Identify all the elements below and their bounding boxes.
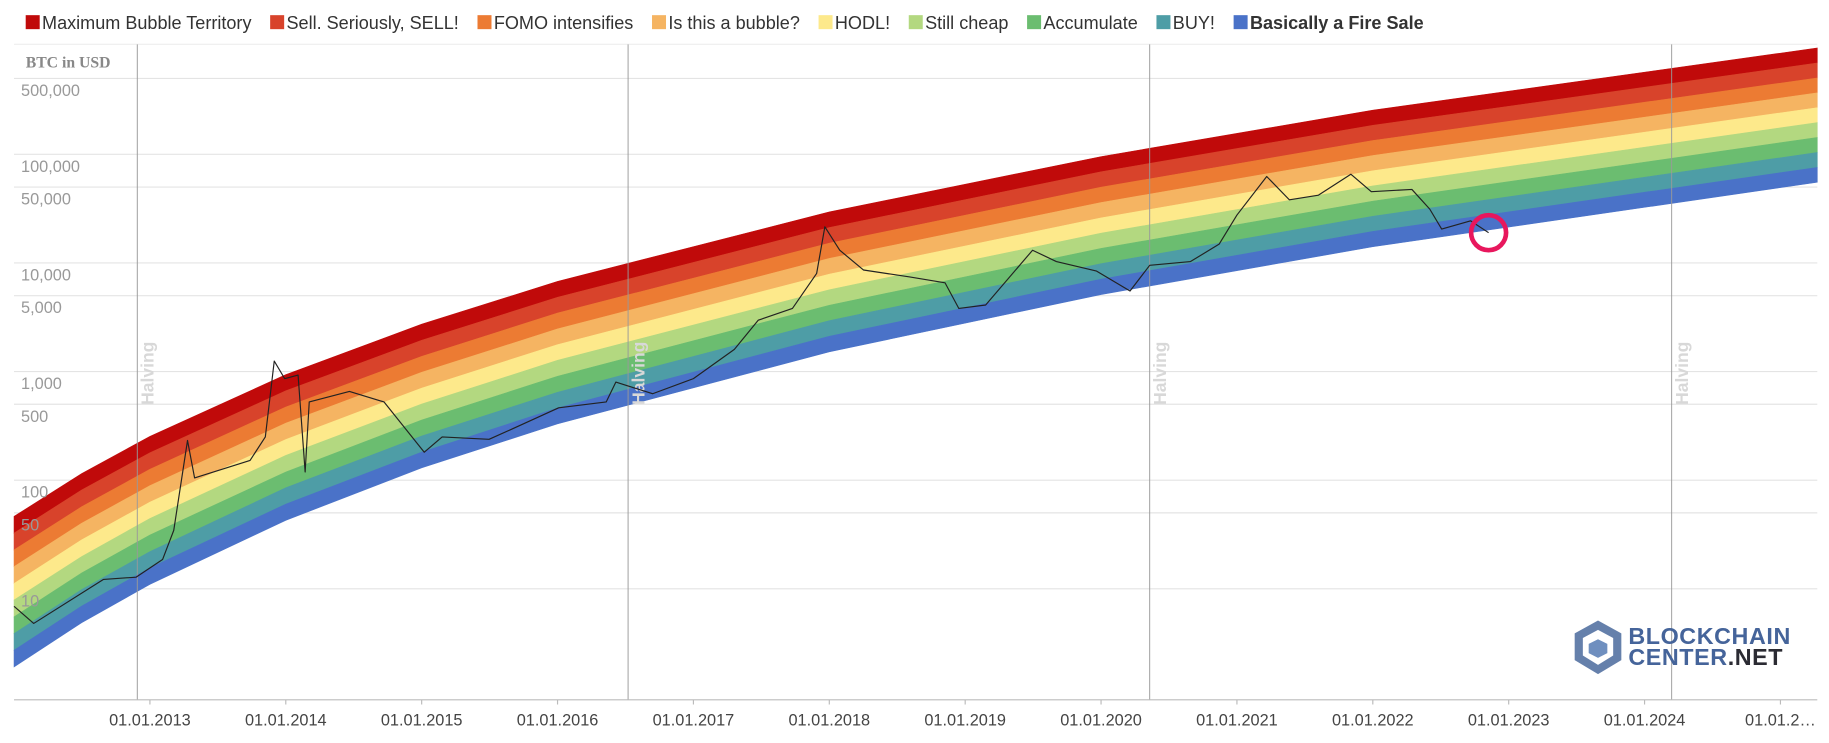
legend-swatch bbox=[1156, 15, 1171, 30]
x-tick-label: 01.01.2… bbox=[1745, 712, 1816, 730]
legend-swatch bbox=[477, 15, 492, 30]
legend-label: Basically a Fire Sale bbox=[1250, 13, 1424, 33]
legend-item: Maximum Bubble Territory bbox=[25, 13, 251, 33]
watermark-icon-inner bbox=[1588, 639, 1608, 658]
legend-item: FOMO intensifies bbox=[477, 13, 633, 33]
y-tick-label: 10 bbox=[21, 592, 39, 610]
x-tick-label: 01.01.2021 bbox=[1196, 712, 1278, 730]
legend-swatch bbox=[25, 15, 40, 30]
y-tick-label: 100,000 bbox=[21, 158, 80, 176]
rainbow-band bbox=[13, 167, 1818, 668]
watermark-part: .NET bbox=[1728, 644, 1783, 670]
x-tick-label: 01.01.2015 bbox=[381, 712, 463, 730]
x-tick-label: 01.01.2023 bbox=[1468, 712, 1550, 730]
x-tick-label: 01.01.2022 bbox=[1332, 712, 1414, 730]
legend-label: Sell. Seriously, SELL! bbox=[286, 13, 458, 33]
legend-label: Still cheap bbox=[925, 13, 1008, 33]
legend-label: FOMO intensifies bbox=[494, 13, 634, 33]
x-tick-label: 01.01.2017 bbox=[653, 712, 735, 730]
highlight-circle bbox=[1468, 212, 1509, 253]
legend-item: Is this a bubble? bbox=[652, 13, 800, 33]
watermark-part: CENTER bbox=[1628, 644, 1727, 670]
x-tick-label: 01.01.2014 bbox=[245, 712, 327, 730]
halving-label: Halving bbox=[138, 342, 158, 405]
y-axis-title: BTC in USD bbox=[26, 55, 111, 72]
legend-item: BUY! bbox=[1156, 13, 1215, 33]
x-tick-label: 01.01.2013 bbox=[109, 712, 191, 730]
y-tick-label: 100 bbox=[21, 484, 48, 502]
legend-item: Sell. Seriously, SELL! bbox=[270, 13, 459, 33]
legend-label: HODL! bbox=[835, 13, 890, 33]
legend-label: Maximum Bubble Territory bbox=[42, 13, 251, 33]
x-tick-label: 01.01.2024 bbox=[1604, 712, 1686, 730]
legend-swatch bbox=[1233, 15, 1248, 30]
price-line bbox=[13, 173, 1489, 625]
watermark-text: BLOCKCHAIN bbox=[1628, 623, 1791, 649]
legend-item: Basically a Fire Sale bbox=[1233, 13, 1424, 33]
y-tick-label: 500 bbox=[21, 408, 48, 426]
x-tick-label: 01.01.2018 bbox=[788, 712, 870, 730]
x-tick-label: 01.01.2019 bbox=[924, 712, 1006, 730]
legend-swatch bbox=[908, 15, 923, 30]
y-tick-label: 50,000 bbox=[21, 191, 71, 209]
watermark-icon bbox=[1574, 620, 1622, 675]
legend-label: Is this a bubble? bbox=[668, 13, 800, 33]
y-tick-label: 1,000 bbox=[21, 375, 62, 393]
halving-label: Halving bbox=[1150, 342, 1170, 405]
legend-swatch bbox=[1027, 15, 1042, 30]
x-tick-label: 01.01.2020 bbox=[1060, 712, 1142, 730]
halving-label: Halving bbox=[628, 342, 648, 405]
x-tick-label: 01.01.2016 bbox=[517, 712, 599, 730]
legend-swatch bbox=[652, 15, 667, 30]
legend-swatch bbox=[270, 15, 285, 30]
y-tick-label: 50 bbox=[21, 516, 39, 534]
halving-label: Halving bbox=[1672, 342, 1692, 405]
legend-item: HODL! bbox=[818, 13, 890, 33]
legend-item: Accumulate bbox=[1027, 13, 1138, 33]
legend-item: Still cheap bbox=[908, 13, 1008, 33]
y-tick-label: 5,000 bbox=[21, 299, 62, 317]
legend-label: BUY! bbox=[1173, 13, 1215, 33]
watermark-text: CENTER.NET bbox=[1628, 644, 1783, 670]
y-tick-label: 10,000 bbox=[21, 266, 71, 284]
legend-swatch bbox=[818, 15, 833, 30]
legend-label: Accumulate bbox=[1043, 13, 1137, 33]
y-tick-label: 500,000 bbox=[21, 82, 80, 100]
